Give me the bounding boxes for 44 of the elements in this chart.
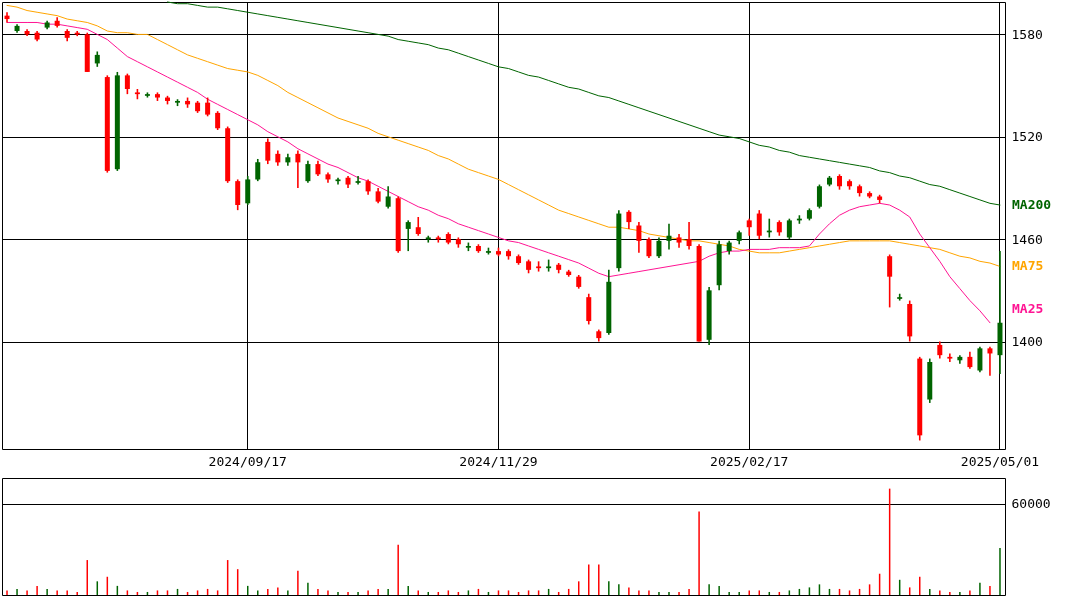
series-label: MA200 — [1011, 197, 1052, 213]
candlestick — [205, 96, 211, 118]
x-tick-label: 2024/11/29 — [459, 453, 538, 469]
candlestick — [666, 222, 672, 251]
candlestick — [255, 158, 261, 182]
candlestick — [686, 221, 692, 251]
y-tick-label: 1460 — [1011, 231, 1043, 247]
candlestick — [415, 216, 421, 237]
candlestick — [124, 72, 130, 95]
candlestick — [947, 352, 953, 363]
series-label: MA75 — [1011, 258, 1044, 274]
candlestick — [887, 253, 893, 309]
candlestick — [586, 292, 592, 326]
y-tick-label: 1400 — [1011, 334, 1043, 350]
candlestick — [636, 221, 642, 254]
candlestick — [405, 219, 411, 252]
candlestick — [355, 175, 361, 186]
candlestick — [756, 209, 762, 240]
candlestick — [656, 236, 662, 259]
line-series — [6, 21, 991, 324]
x-tick-label: 2024/09/17 — [208, 453, 287, 469]
candlestick — [215, 110, 221, 131]
line-series — [167, 1, 1001, 206]
candlestick — [977, 345, 983, 374]
candlestick — [265, 137, 271, 165]
candlestick — [425, 234, 431, 244]
candlestick — [235, 178, 241, 211]
series-label: MA25 — [1011, 300, 1044, 316]
candlestick — [335, 176, 341, 186]
candlestick — [987, 345, 993, 377]
candlestick — [305, 159, 311, 184]
line-series — [6, 4, 1001, 267]
x-tick-label: 2025/02/17 — [710, 453, 789, 469]
y-tick-label: 1520 — [1011, 129, 1043, 145]
candlestick — [786, 217, 792, 240]
candlestick — [295, 149, 301, 189]
candlestick — [385, 185, 391, 210]
y-tick-label: 1580 — [1011, 26, 1043, 42]
candlestick — [816, 183, 822, 210]
y-tick-label: 60000 — [1011, 496, 1051, 512]
candlestick — [646, 236, 652, 259]
candlestick — [245, 175, 251, 206]
x-tick-label: 2025/05/01 — [960, 453, 1040, 469]
candlestick — [626, 209, 632, 230]
